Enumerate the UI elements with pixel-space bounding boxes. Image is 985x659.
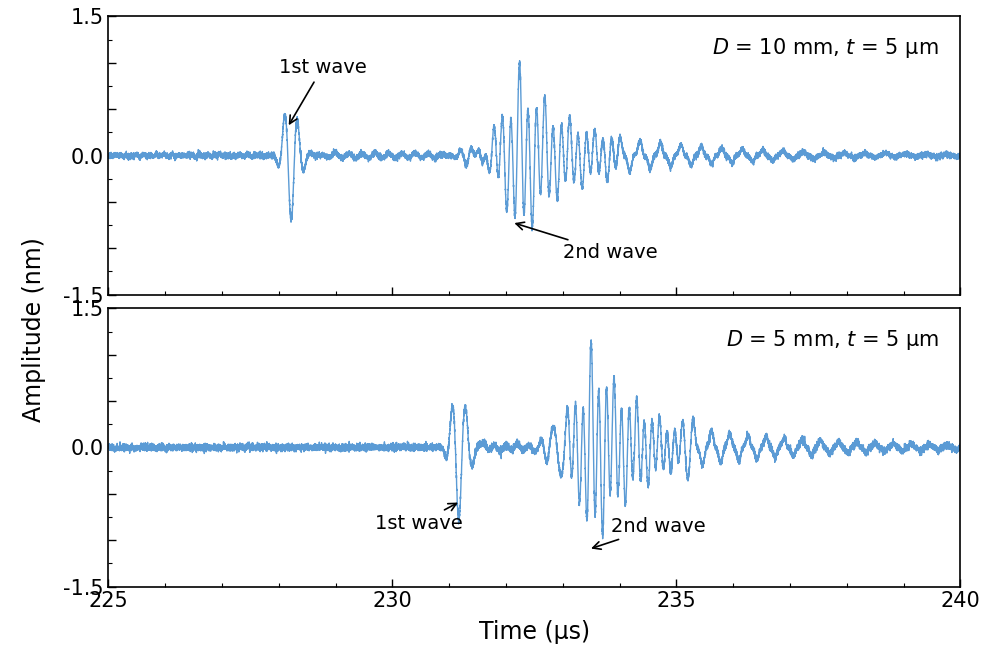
Text: Amplitude (nm): Amplitude (nm)	[23, 237, 46, 422]
X-axis label: Time (μs): Time (μs)	[479, 619, 590, 644]
Text: $D$ = 10 mm, $t$ = 5 μm: $D$ = 10 mm, $t$ = 5 μm	[712, 36, 939, 60]
Text: 2nd wave: 2nd wave	[516, 222, 657, 262]
Text: 1st wave: 1st wave	[279, 58, 366, 124]
Text: $D$ = 5 mm, $t$ = 5 μm: $D$ = 5 mm, $t$ = 5 μm	[726, 328, 939, 352]
Text: 2nd wave: 2nd wave	[593, 517, 705, 549]
Text: 1st wave: 1st wave	[375, 503, 463, 533]
